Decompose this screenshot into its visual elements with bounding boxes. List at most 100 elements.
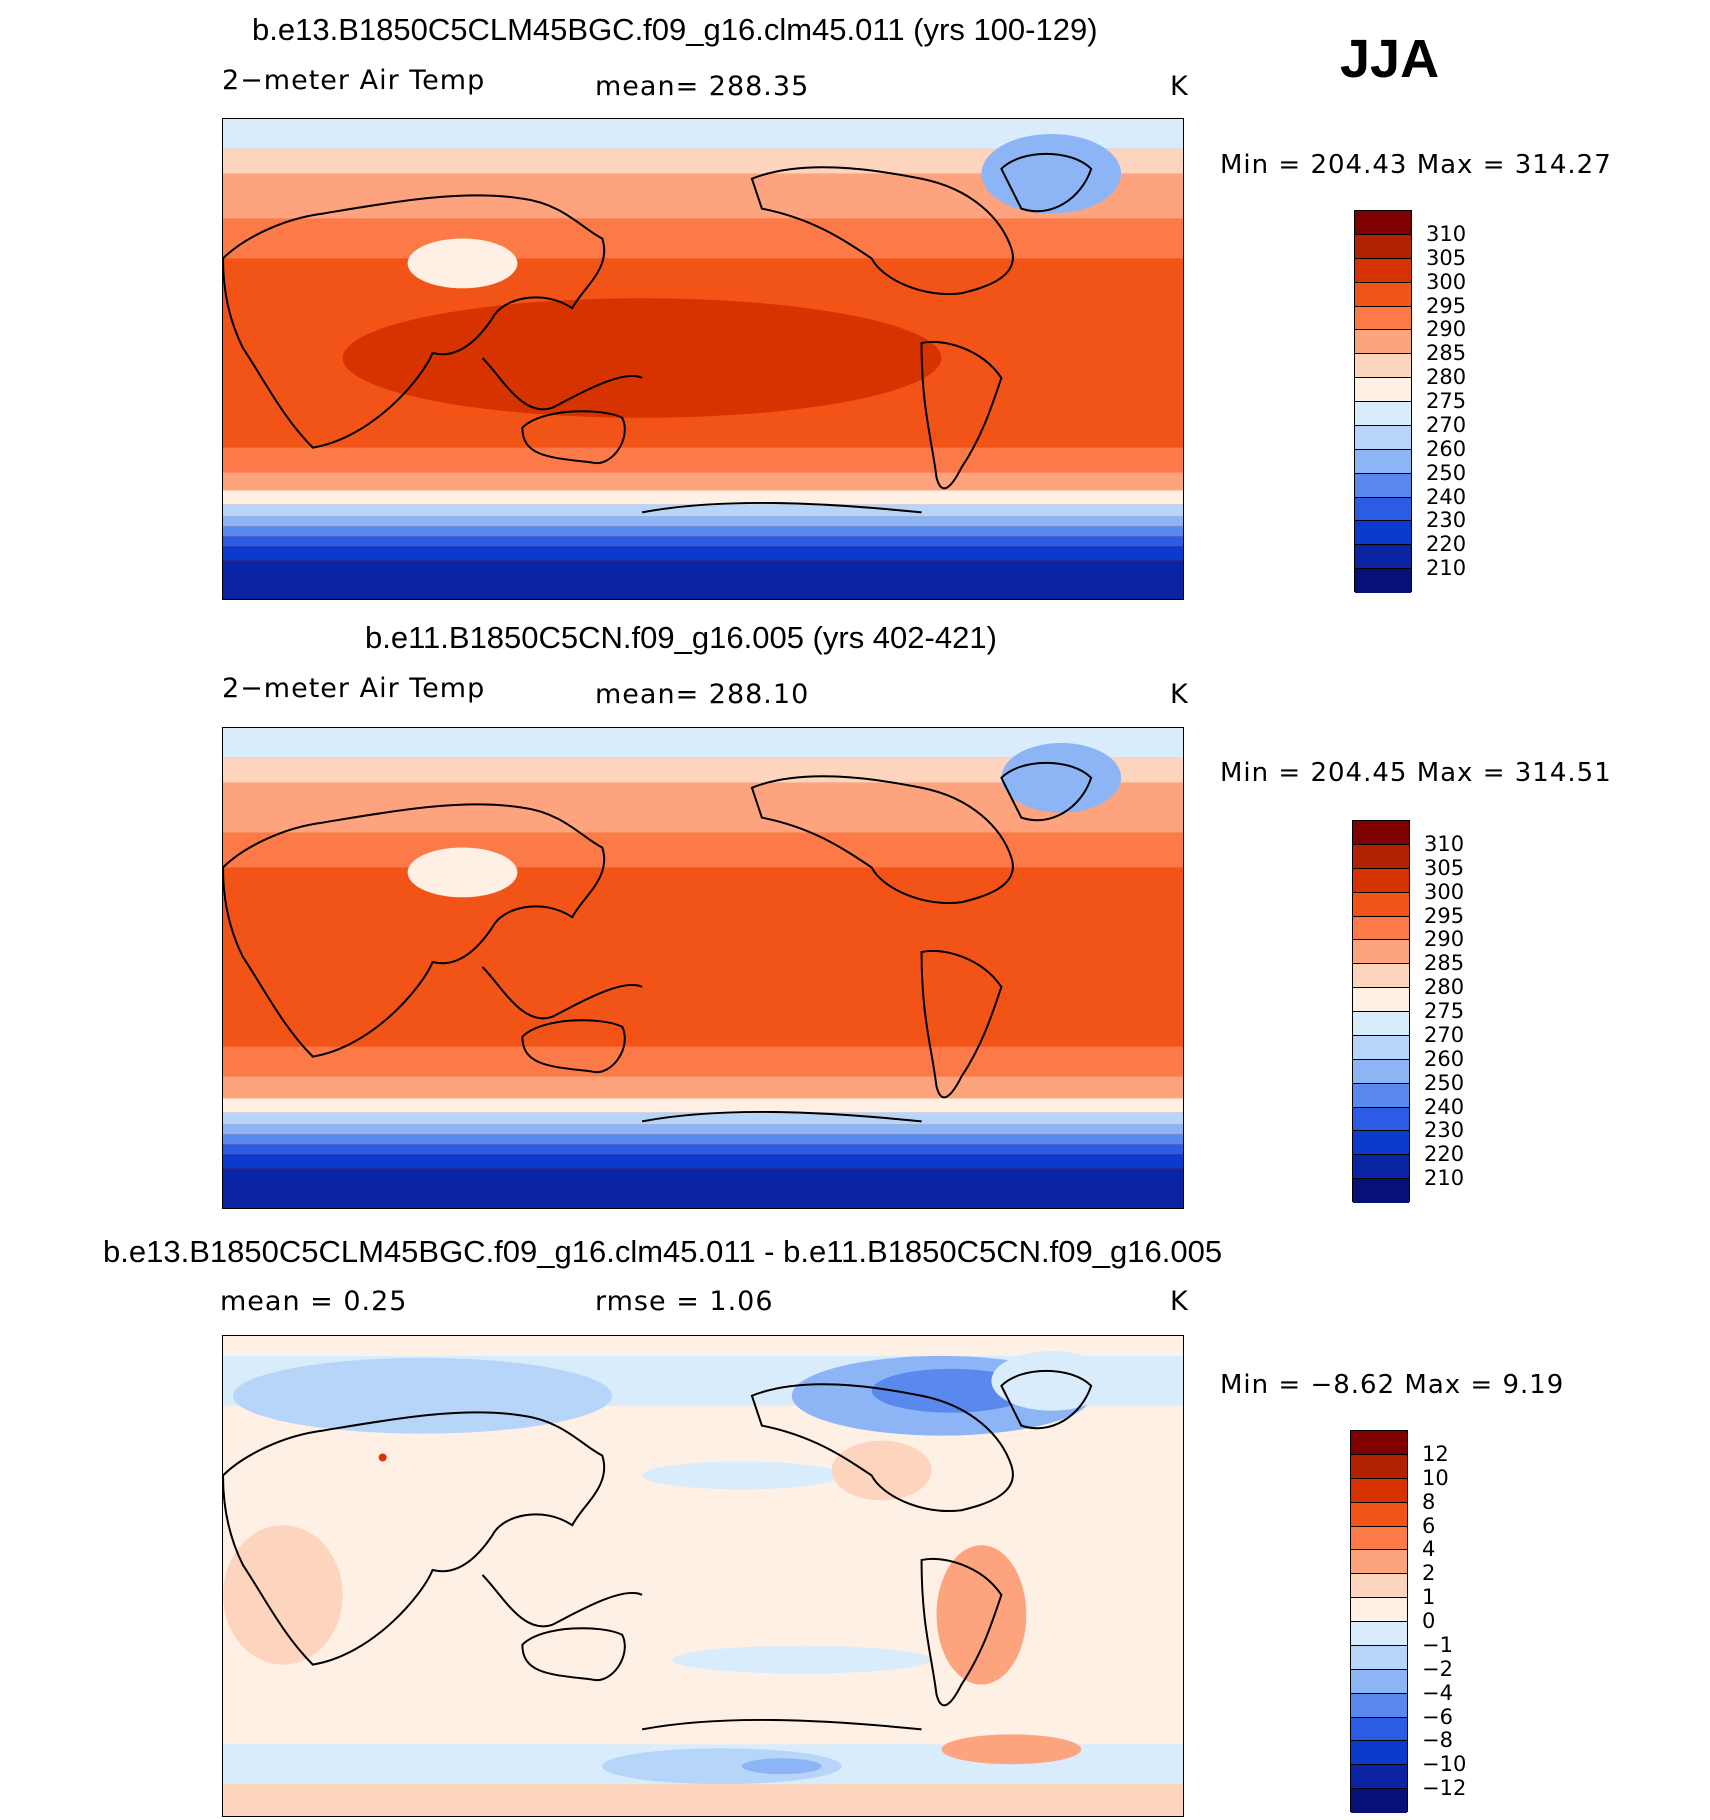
- colorbar-label: 210: [1424, 1166, 1465, 1191]
- colorbar-segment: [1353, 821, 1409, 845]
- colorbar-label: −2: [1422, 1656, 1453, 1681]
- colorbar-segment: [1353, 1155, 1409, 1180]
- panel-2-map: [222, 727, 1184, 1209]
- colorbar-segment: [1353, 892, 1409, 917]
- colorbar-label: 4: [1422, 1537, 1436, 1562]
- colorbar-label: 8: [1422, 1489, 1436, 1514]
- colorbar-segment: [1351, 1502, 1407, 1527]
- colorbar-segment: [1355, 211, 1411, 235]
- colorbar-segment: [1355, 402, 1411, 426]
- colorbar-segment: [1353, 1083, 1409, 1108]
- colorbar-label: 300: [1426, 269, 1467, 294]
- panel-1-variable: 2−meter Air Temp: [222, 65, 486, 96]
- colorbar-label: 305: [1426, 245, 1467, 270]
- colorbar-segment: [1355, 449, 1411, 474]
- colorbar-segment: [1355, 521, 1411, 546]
- panel-1-map: [222, 118, 1184, 600]
- colorbar-segment: [1351, 1598, 1407, 1622]
- colorbar-label: −12: [1422, 1776, 1467, 1801]
- colorbar-segment: [1351, 1669, 1407, 1694]
- colorbar-segment: [1351, 1645, 1407, 1670]
- colorbar-segment: [1351, 1789, 1407, 1813]
- colorbar-label: 290: [1426, 317, 1467, 342]
- colorbar-label: 305: [1424, 855, 1465, 880]
- colorbar-label: 260: [1426, 436, 1467, 461]
- colorbar-label: 290: [1424, 927, 1465, 952]
- panel-3-map: [222, 1335, 1184, 1817]
- colorbar-segment: [1351, 1478, 1407, 1503]
- colorbar-label: 220: [1424, 1142, 1465, 1167]
- colorbar-segment: [1353, 964, 1409, 989]
- colorbar-label: 270: [1426, 412, 1467, 437]
- colorbar-label: 6: [1422, 1513, 1436, 1538]
- colorbar-segment: [1351, 1550, 1407, 1575]
- panel-1-colorbar: [1354, 210, 1412, 593]
- panel-3-mean: mean = 0.25: [220, 1286, 408, 1317]
- colorbar-label: 295: [1426, 293, 1467, 318]
- panel-3-units: K: [1170, 1286, 1189, 1317]
- colorbar-label: 220: [1426, 532, 1467, 557]
- colorbar-segment: [1351, 1622, 1407, 1646]
- colorbar-segment: [1355, 425, 1411, 450]
- colorbar-segment: [1351, 1431, 1407, 1455]
- colorbar-label: 2: [1422, 1561, 1436, 1586]
- colorbar-label: 250: [1424, 1070, 1465, 1095]
- colorbar-label: 230: [1424, 1118, 1465, 1143]
- panel-2-units: K: [1170, 679, 1189, 710]
- panel-3-rmse: rmse = 1.06: [595, 1286, 774, 1317]
- colorbar-segment: [1355, 282, 1411, 307]
- colorbar-label: 285: [1426, 341, 1467, 366]
- colorbar-segment: [1353, 844, 1409, 869]
- colorbar-segment: [1355, 354, 1411, 379]
- colorbar-label: −8: [1422, 1728, 1453, 1753]
- colorbar-segment: [1351, 1454, 1407, 1479]
- colorbar-label: 240: [1424, 1094, 1465, 1119]
- colorbar-segment: [1355, 306, 1411, 331]
- panel-2-variable: 2−meter Air Temp: [222, 673, 486, 704]
- colorbar-label: 270: [1424, 1022, 1465, 1047]
- colorbar-segment: [1355, 473, 1411, 498]
- colorbar-label: 285: [1424, 951, 1465, 976]
- colorbar-segment: [1353, 916, 1409, 941]
- colorbar-segment: [1355, 378, 1411, 402]
- colorbar-segment: [1353, 1179, 1409, 1203]
- colorbar-segment: [1355, 234, 1411, 259]
- colorbar-label: 310: [1426, 221, 1467, 246]
- colorbar-label: 12: [1422, 1441, 1449, 1466]
- colorbar-label: 250: [1426, 460, 1467, 485]
- colorbar-segment: [1353, 1059, 1409, 1084]
- colorbar-label: −1: [1422, 1632, 1453, 1657]
- colorbar-segment: [1355, 569, 1411, 593]
- colorbar-label: −10: [1422, 1752, 1467, 1777]
- colorbar-segment: [1355, 545, 1411, 570]
- colorbar-label: 240: [1426, 484, 1467, 509]
- colorbar-label: 310: [1424, 831, 1465, 856]
- colorbar-label: 275: [1426, 389, 1467, 413]
- colorbar-segment: [1351, 1741, 1407, 1766]
- colorbar-label: 1: [1422, 1585, 1436, 1610]
- panel-1-title: b.e13.B1850C5CLM45BGC.f09_g16.clm45.011 …: [252, 12, 1098, 47]
- colorbar-segment: [1351, 1526, 1407, 1551]
- panel-2-minmax: Min = 204.45 Max = 314.51: [1220, 758, 1612, 788]
- panel-1-units: K: [1170, 71, 1189, 102]
- colorbar-label: 0: [1422, 1609, 1436, 1633]
- colorbar-label: 280: [1426, 365, 1467, 390]
- colorbar-label: 295: [1424, 903, 1465, 928]
- panel-3-minmax: Min = −8.62 Max = 9.19: [1220, 1370, 1565, 1400]
- colorbar-segment: [1353, 988, 1409, 1012]
- colorbar-label: −6: [1422, 1704, 1453, 1729]
- season-label: JJA: [1340, 29, 1440, 89]
- colorbar-segment: [1353, 1131, 1409, 1156]
- panel-1-minmax: Min = 204.43 Max = 314.27: [1220, 150, 1612, 180]
- colorbar-segment: [1353, 1107, 1409, 1132]
- colorbar-segment: [1355, 497, 1411, 522]
- panel-3-colorbar: [1350, 1430, 1408, 1813]
- colorbar-segment: [1351, 1693, 1407, 1718]
- colorbar-segment: [1353, 940, 1409, 965]
- colorbar-segment: [1353, 868, 1409, 893]
- panel-2-mean: mean= 288.10: [595, 679, 810, 710]
- colorbar-segment: [1351, 1574, 1407, 1599]
- colorbar-segment: [1355, 330, 1411, 355]
- colorbar-label: 260: [1424, 1046, 1465, 1071]
- panel-2-colorbar: [1352, 820, 1410, 1203]
